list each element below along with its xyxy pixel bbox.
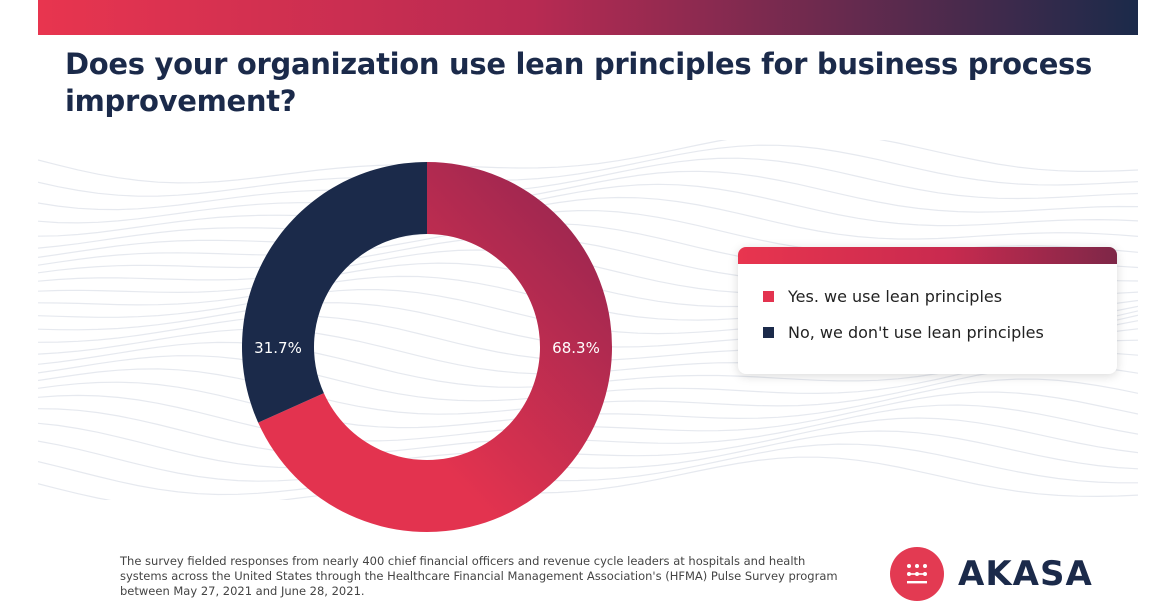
chart-legend: Yes. we use lean principles No, we don't… (738, 247, 1117, 374)
donut-slice-yes (258, 162, 612, 533)
header-gradient-bar (38, 0, 1138, 35)
page-title: Does your organization use lean principl… (65, 47, 1092, 118)
legend-header-bar (738, 247, 1117, 264)
legend-item-no: No, we don't use lean principles (763, 323, 1044, 342)
slice-label-no: 31.7% (254, 339, 302, 357)
legend-swatch-no (763, 327, 774, 338)
legend-label: Yes. we use lean principles (788, 287, 1003, 306)
akasa-logo: AKASA (890, 547, 1093, 601)
survey-footnote: The survey fielded responses from nearly… (120, 554, 838, 598)
legend-label: No, we don't use lean principles (788, 323, 1044, 342)
legend-item-yes: Yes. we use lean principles (763, 287, 1002, 306)
akasa-logo-icon (890, 547, 944, 601)
donut-slice-no (242, 162, 427, 423)
legend-swatch-yes (763, 291, 774, 302)
slice-label-yes: 68.3% (552, 339, 600, 357)
logo-text: AKASA (958, 554, 1093, 594)
